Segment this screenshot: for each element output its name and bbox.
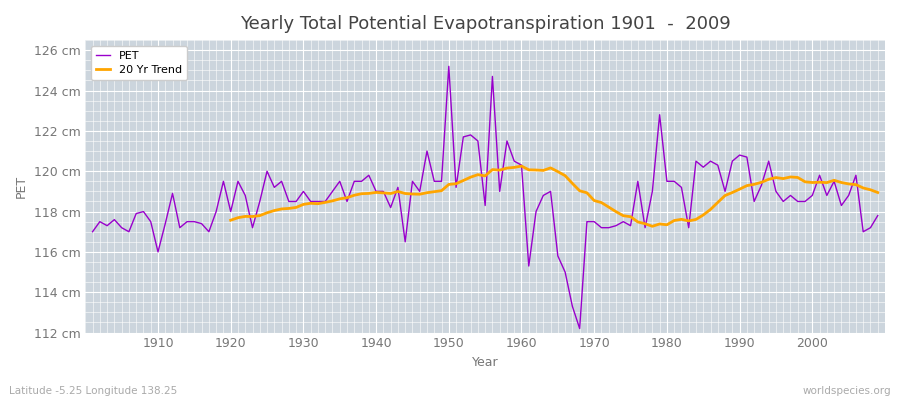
PET [524,264,535,268]
X-axis label: Year: Year [472,356,499,369]
Legend: PET, 20 Yr Trend: PET, 20 Yr Trend [91,46,187,80]
PET [618,219,629,224]
20 Yr Trend [792,175,803,180]
Line: PET: PET [93,66,878,328]
PET [87,229,98,234]
20 Yr Trend [516,164,526,168]
PET [872,213,883,218]
Line: 20 Yr Trend: 20 Yr Trend [230,166,878,226]
20 Yr Trend [312,201,323,206]
Text: Latitude -5.25 Longitude 138.25: Latitude -5.25 Longitude 138.25 [9,386,177,396]
PET [305,199,316,204]
PET [145,219,156,224]
20 Yr Trend [421,190,432,195]
20 Yr Trend [778,176,788,181]
20 Yr Trend [690,217,701,222]
Title: Yearly Total Potential Evapotranspiration 1901  -  2009: Yearly Total Potential Evapotranspiratio… [239,15,731,33]
PET [574,326,585,331]
PET [444,64,454,69]
PET [516,163,526,168]
PET [349,179,360,184]
Y-axis label: PET: PET [15,175,28,198]
20 Yr Trend [858,186,868,190]
20 Yr Trend [225,218,236,223]
20 Yr Trend [872,190,883,195]
Text: worldspecies.org: worldspecies.org [803,386,891,396]
20 Yr Trend [647,224,658,229]
